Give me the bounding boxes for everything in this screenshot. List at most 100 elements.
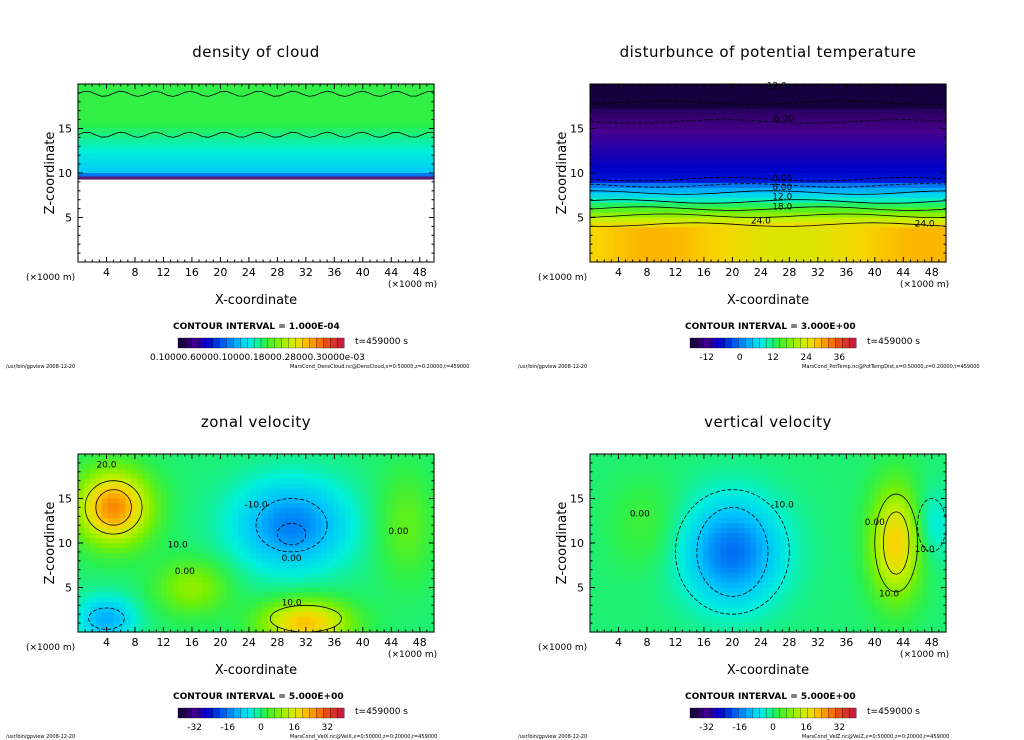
heatmap-cell [892, 227, 900, 233]
heatmap-cell [744, 133, 751, 139]
heatmap-cell [380, 148, 388, 154]
heatmap-cell [797, 98, 805, 105]
heatmap-cell [125, 587, 132, 594]
heatmap-cell [161, 513, 168, 519]
heatmap-cell [155, 592, 162, 598]
heatmap-cell [940, 118, 947, 125]
heatmap-cell [291, 103, 299, 110]
heatmap-cell [732, 123, 739, 130]
heatmap-cell [89, 143, 97, 149]
heatmap-cell [95, 458, 103, 465]
heatmap-cell [380, 168, 388, 174]
heatmap-cell [208, 622, 216, 628]
heatmap-cell [238, 533, 245, 539]
heatmap-cell [590, 182, 597, 189]
heatmap-cell [590, 143, 597, 149]
colorbar-tick-label: 0 [737, 353, 743, 363]
heatmap-cell [119, 118, 127, 125]
heatmap-cell [107, 508, 115, 514]
heatmap-cell [232, 163, 239, 169]
heatmap-cell [214, 98, 221, 105]
heatmap-cell [416, 118, 423, 125]
heatmap-cell [916, 242, 923, 248]
heatmap-cell [732, 212, 739, 219]
heatmap-cell [702, 207, 710, 214]
heatmap-cell [637, 192, 644, 199]
heatmap-cell [208, 458, 216, 465]
heatmap-cell [827, 88, 834, 95]
heatmap-cell [256, 498, 263, 505]
heatmap-cell [910, 217, 917, 224]
heatmap-cell [279, 518, 287, 524]
chart-svg: disturbunce of potential temperature-12.… [518, 43, 980, 370]
heatmap-cell [196, 458, 204, 465]
heatmap-cell [649, 98, 656, 105]
heatmap-cell [910, 148, 917, 154]
heatmap-cell [232, 133, 239, 139]
heatmap-cell [613, 192, 621, 199]
heatmap-cell [809, 168, 817, 174]
heatmap-cell [607, 143, 615, 149]
heatmap-cell [874, 247, 882, 253]
heatmap-cell [244, 518, 251, 524]
heatmap-cell [83, 602, 91, 608]
heatmap-cell [172, 113, 180, 120]
heatmap-cell [910, 252, 917, 258]
heatmap-cell [196, 543, 204, 549]
heatmap-cell [256, 138, 263, 144]
heatmap-cell [815, 133, 822, 139]
heatmap-cell [125, 572, 132, 579]
heatmap-cell [244, 597, 251, 603]
heatmap-cell [143, 627, 150, 633]
heatmap-cell [696, 232, 704, 238]
heatmap-cell [350, 168, 358, 174]
heatmap-cell [155, 562, 162, 569]
heatmap-cell [279, 468, 287, 475]
heatmap-cell [172, 503, 180, 509]
heatmap-cell [827, 143, 834, 149]
heatmap-cell [95, 513, 103, 519]
heatmap-cell [422, 118, 429, 125]
heatmap-cell [601, 158, 609, 164]
heatmap-cell [297, 128, 305, 135]
heatmap-cell [862, 197, 870, 204]
heatmap-cell [345, 113, 352, 120]
heatmap-cell [607, 212, 615, 219]
heatmap-cell [214, 513, 221, 519]
heatmap-cell [928, 217, 935, 224]
heatmap-cell [880, 222, 888, 228]
heatmap-cell [113, 113, 121, 120]
heatmap-cell [273, 143, 281, 149]
heatmap-cell [655, 202, 662, 209]
heatmap-cell [333, 128, 340, 135]
heatmap-cell [619, 207, 627, 214]
heatmap-cell [350, 138, 358, 144]
heatmap-cell [250, 607, 257, 613]
heatmap-cell [851, 212, 858, 219]
heatmap-cell [83, 168, 91, 174]
heatmap-cell [285, 493, 293, 500]
heatmap-cell [845, 182, 852, 189]
heatmap-cell [119, 572, 127, 579]
heatmap-cell [679, 163, 686, 169]
heatmap-cell [256, 158, 263, 164]
heatmap-cell [161, 173, 168, 179]
heatmap-cell [345, 98, 352, 105]
heatmap-cell [178, 597, 186, 603]
heatmap-cell [273, 557, 281, 564]
heatmap-cell [178, 552, 186, 559]
heatmap-cell [928, 108, 935, 115]
heatmap-cell [131, 508, 138, 514]
heatmap-cell [226, 108, 233, 115]
heatmap-cell [684, 222, 692, 228]
heatmap-cell [922, 153, 929, 159]
heatmap-cell [590, 158, 597, 164]
heatmap-cell [398, 173, 405, 179]
heatmap-cell [226, 597, 233, 603]
heatmap-cell [95, 128, 103, 135]
heatmap-cell [684, 202, 692, 209]
heatmap-cell [821, 108, 828, 115]
heatmap-cell [125, 552, 132, 559]
heatmap-cell [196, 547, 204, 554]
heatmap-cell [125, 113, 132, 120]
